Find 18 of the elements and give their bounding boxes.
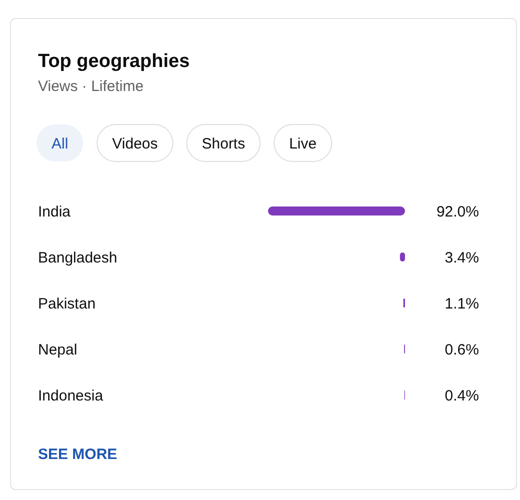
data-label: 3.4% [444,249,479,266]
text: SEE MORE [38,446,118,463]
y-tick-label: Bangladesh [38,249,118,266]
y-tick-label: Pakistan [38,295,96,312]
data-label: 0.6% [444,341,479,358]
text: Live [289,135,317,152]
text: Views · Lifetime [38,78,144,95]
y-tick-label: Nepal [38,341,78,358]
data-label: 1.1% [444,295,479,312]
text: Shorts [202,135,246,152]
text: Top geographies [38,51,190,72]
data-label: 0.4% [444,387,479,404]
text: All [52,135,68,152]
y-tick-label: Indonesia [38,387,104,404]
bar [268,206,405,216]
data-label: 92.0% [436,203,479,220]
text: Videos [112,135,158,152]
y-tick-label: India [38,203,72,220]
